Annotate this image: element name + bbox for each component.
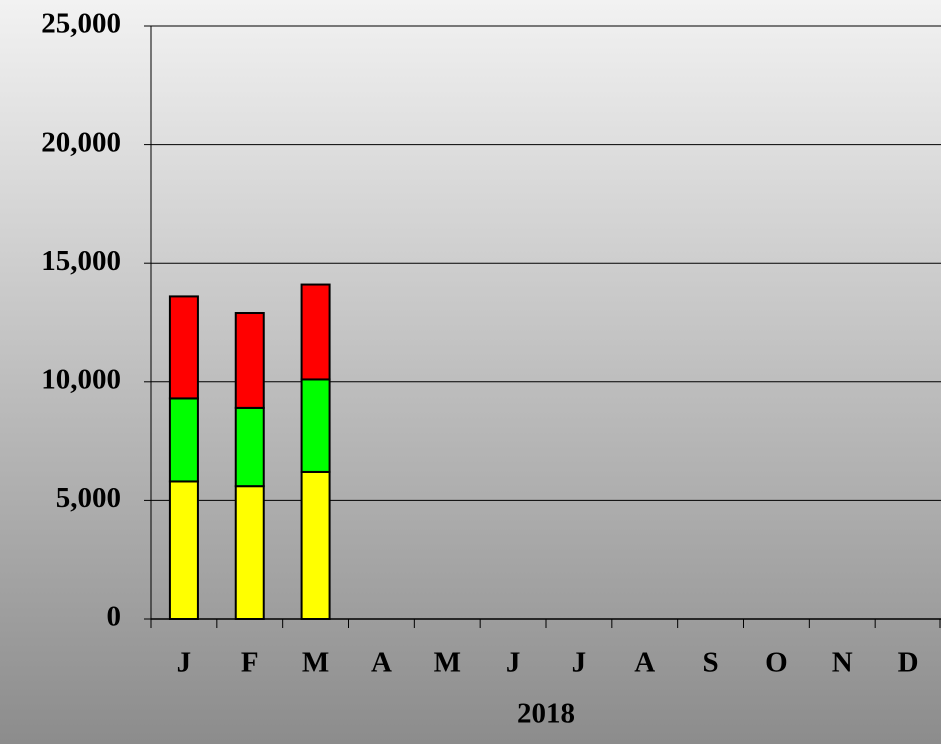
bar-segment	[168, 397, 199, 483]
x-tick-label: J	[506, 647, 521, 679]
x-tick-label: A	[634, 647, 655, 679]
bar-segment	[168, 480, 199, 621]
y-tick-label: 5,000	[56, 482, 121, 514]
bar-segment	[300, 378, 331, 473]
x-tick-label: O	[765, 647, 788, 679]
y-tick-label: 20,000	[41, 126, 121, 158]
x-tick-label: J	[572, 647, 587, 679]
x-tick-label: M	[434, 647, 461, 679]
x-tick-label: M	[302, 647, 329, 679]
bar-segment	[300, 470, 331, 620]
x-tick-label: J	[177, 647, 192, 679]
x-tick-label: N	[832, 647, 853, 679]
x-tick-label: F	[241, 647, 259, 679]
y-tick-label: 15,000	[41, 245, 121, 277]
y-tick-label: 10,000	[41, 363, 121, 395]
y-tick-label: 25,000	[41, 8, 121, 40]
y-tick-label: 0	[107, 601, 122, 633]
x-tick-label: S	[703, 647, 719, 679]
bar-segment	[300, 283, 331, 381]
x-tick-label: A	[371, 647, 392, 679]
bar-segment	[234, 312, 265, 409]
x-axis-label: 2018	[517, 698, 575, 730]
bar-segment	[234, 485, 265, 620]
bar-segment	[234, 406, 265, 488]
bar-segment	[168, 295, 199, 400]
x-tick-label: D	[898, 647, 919, 679]
